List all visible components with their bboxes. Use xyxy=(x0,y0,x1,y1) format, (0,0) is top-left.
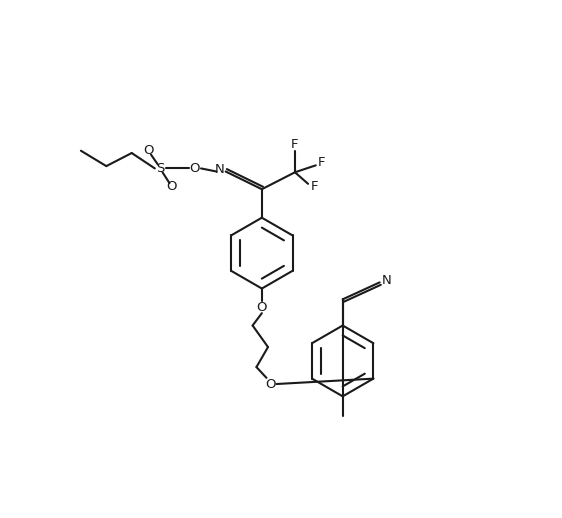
Text: F: F xyxy=(291,138,299,151)
Text: O: O xyxy=(257,300,267,313)
Text: N: N xyxy=(382,275,392,287)
Text: N: N xyxy=(215,164,224,177)
Text: O: O xyxy=(265,378,275,391)
Text: F: F xyxy=(310,180,318,193)
Text: S: S xyxy=(156,162,165,175)
Text: O: O xyxy=(166,180,177,193)
Text: O: O xyxy=(189,162,200,175)
Text: O: O xyxy=(143,144,154,157)
Text: F: F xyxy=(318,156,325,169)
